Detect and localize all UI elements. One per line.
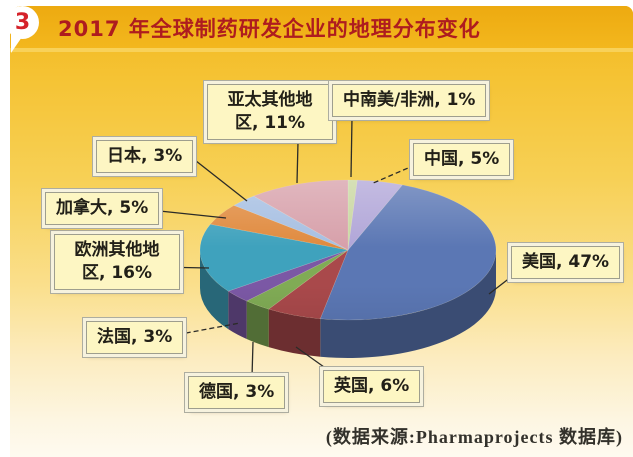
- pie-slice-side-germany: [246, 301, 269, 348]
- pie-label-france: 法国, 3%: [86, 321, 184, 354]
- pie-slice-side-uk: [268, 309, 321, 357]
- pie-label-europe-other: 欧洲其他地区, 16%: [54, 234, 180, 290]
- pie-slice-side-france: [228, 291, 247, 340]
- pie-label-japan: 日本, 3%: [96, 140, 194, 173]
- leader-line-china: [370, 164, 416, 185]
- leader-line-apac: [296, 141, 299, 184]
- pie-label-china: 中国, 5%: [413, 143, 511, 176]
- pie-label-apac: 亚太其他地区, 11%: [207, 84, 333, 140]
- leader-line-latam-africa: [350, 117, 353, 178]
- pie-slice-side-europe_other: [200, 250, 229, 330]
- pie-highlight-overlay: [200, 180, 496, 320]
- figure-number-badge: 3: [6, 6, 39, 39]
- pie-label-usa: 美国, 47%: [511, 246, 621, 279]
- pie-slice-side-usa: [320, 250, 496, 358]
- pie-label-canada: 加拿大, 5%: [45, 192, 160, 225]
- pie-label-germany: 德国, 3%: [188, 376, 286, 409]
- leader-line-usa: [488, 276, 512, 295]
- leader-lines: [149, 117, 512, 378]
- leader-line-japan: [190, 156, 248, 202]
- pie-label-uk: 英国, 6%: [323, 370, 421, 403]
- leader-line-uk: [295, 346, 332, 373]
- leader-line-germany: [251, 341, 254, 378]
- pie-side-walls: [200, 250, 496, 358]
- leader-line-canada: [149, 209, 227, 219]
- pie-label-latam-africa: 中南美/非洲, 1%: [332, 84, 487, 117]
- title-strip: 2017 年全球制药研发企业的地理分布变化: [10, 6, 633, 52]
- data-source-note: (数据来源:Pharmaprojects 数据库): [325, 427, 623, 447]
- figure-title: 2017 年全球制药研发企业的地理分布变化: [58, 17, 481, 41]
